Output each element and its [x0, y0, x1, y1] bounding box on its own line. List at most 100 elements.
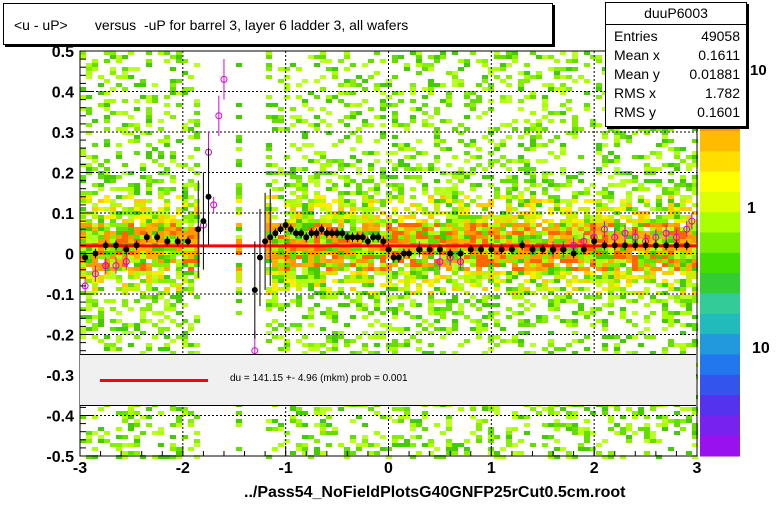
profile-magenta-point [600, 225, 608, 233]
stats-value: 0.01881 [689, 66, 740, 82]
axes: -3 -2 -1 0 1 2 3 -0.5 -0.4 -0.3 -0.2 -0.1 0 0.1 0.2 0.3… [46, 44, 701, 477]
profile-black-point [112, 242, 119, 249]
y-tick-label: 0.4 [52, 85, 74, 102]
profile-black-point [478, 246, 485, 253]
profile-magenta-point [652, 233, 660, 241]
x-tick-label: -1 [279, 460, 293, 477]
profile-magenta-point [210, 201, 218, 209]
profile-black-point [267, 234, 274, 241]
profile-black-point [334, 230, 341, 237]
profile-black-point [663, 242, 670, 249]
palette-label: 10 [752, 340, 770, 357]
profile-black-point [303, 234, 310, 241]
profile-black-point [272, 230, 279, 237]
profile-magenta-point [672, 233, 680, 241]
profile-black-point [354, 234, 361, 241]
profile-black-point [318, 226, 325, 233]
profile-black-point [339, 230, 346, 237]
stats-name: duuP6003 [644, 5, 708, 21]
fit-legend-box: du = 141.15 +- 4.96 (mkm) prob = 0.001 [80, 354, 696, 406]
palette-swatch [700, 171, 740, 193]
profile-black-point [154, 234, 161, 241]
profile-magenta-point [102, 262, 110, 270]
profile-black-point [349, 234, 356, 241]
profile-black-point [262, 238, 269, 245]
y-tick-label: 0.1 [52, 206, 74, 223]
profile-black-point [143, 234, 150, 241]
stats-label: RMS x [614, 85, 656, 101]
palette-swatch [700, 293, 740, 315]
profile-black-point [292, 230, 299, 237]
profile-black-point [359, 234, 366, 241]
profile-black-point [277, 226, 284, 233]
profile-black-point [436, 246, 443, 253]
palette-swatch [700, 252, 740, 274]
stats-row-entries: Entries 49058 [614, 28, 740, 46]
profile-magenta-point [91, 270, 99, 278]
profile-magenta-point [688, 217, 696, 225]
profile-magenta-point [122, 258, 130, 266]
chart-title: <u - uP> versus -uP for barrel 3, layer … [14, 17, 409, 33]
palette-swatch [700, 191, 740, 213]
profile-magenta-point [215, 112, 223, 120]
profile-black-point [519, 242, 526, 249]
profile-black-point [611, 242, 618, 249]
profile-black-point [652, 242, 659, 249]
profile-black-point [102, 242, 109, 249]
profile-black-point [498, 246, 505, 253]
profile-black-point [256, 254, 263, 261]
profile-black-point [164, 238, 171, 245]
y-tick-label: 0 [65, 247, 74, 264]
profile-black-point [622, 242, 629, 249]
profile-black-point [282, 222, 289, 229]
x-tick-label: -2 [176, 460, 190, 477]
profile-black-point [488, 246, 495, 253]
profile-black-point [323, 230, 330, 237]
profile-black-point [313, 230, 320, 237]
profile-magenta-point [251, 347, 259, 355]
palette-label: 1 [747, 200, 756, 217]
x-tick-label: 0 [384, 460, 393, 477]
profile-magenta-point [631, 233, 639, 241]
profile-black-point [92, 250, 99, 257]
profile-black-point [287, 226, 294, 233]
palette-swatch [700, 354, 740, 376]
stats-row-rms-x: RMS x 1.782 [614, 85, 740, 103]
palette-swatch [700, 212, 740, 234]
profile-black-point [400, 250, 407, 257]
stats-label: Mean y [614, 66, 660, 82]
profile-black-point [390, 254, 397, 261]
profile-black-point [200, 218, 207, 225]
profile-magenta-point [436, 258, 444, 266]
stats-label: Entries [614, 28, 658, 44]
y-tick-label: -0.3 [46, 368, 74, 385]
profile-magenta-point [220, 75, 228, 83]
profile-black-point [364, 238, 371, 245]
palette-swatch [700, 313, 740, 335]
profile-black-point [560, 246, 567, 253]
profile-black-point [591, 238, 598, 245]
stats-value: 0.1601 [697, 104, 740, 120]
x-tick-label: 1 [487, 460, 496, 477]
y-tick-label: 0.2 [52, 166, 74, 183]
stats-value: 49058 [701, 28, 740, 44]
stats-row-rms-y: RMS y 0.1601 [614, 104, 740, 122]
profile-black-point [133, 242, 140, 249]
profile-black-point [195, 226, 202, 233]
palette-swatch [700, 415, 740, 437]
y-tick-label: -0.2 [46, 328, 74, 345]
fit-legend-text: du = 141.15 +- 4.96 (mkm) prob = 0.001 [230, 373, 408, 384]
y-tick-label: -0.5 [46, 449, 74, 466]
profile-black-point [344, 234, 351, 241]
stats-label: Mean x [614, 47, 660, 63]
stats-box: duuP6003 Entries 49058 Mean x 0.1611 Mea… [605, 2, 747, 127]
profile-black-point [570, 250, 577, 257]
heatmap-cells [80, 51, 698, 459]
palette-swatch [700, 334, 740, 355]
y-tick-label: -0.1 [46, 287, 74, 304]
profile-black-point [683, 242, 690, 249]
stats-row-mean-y: Mean y 0.01881 [614, 66, 740, 84]
profile-black-point [298, 230, 305, 237]
profile-black-point [380, 238, 387, 245]
profile-black-point [251, 286, 258, 293]
